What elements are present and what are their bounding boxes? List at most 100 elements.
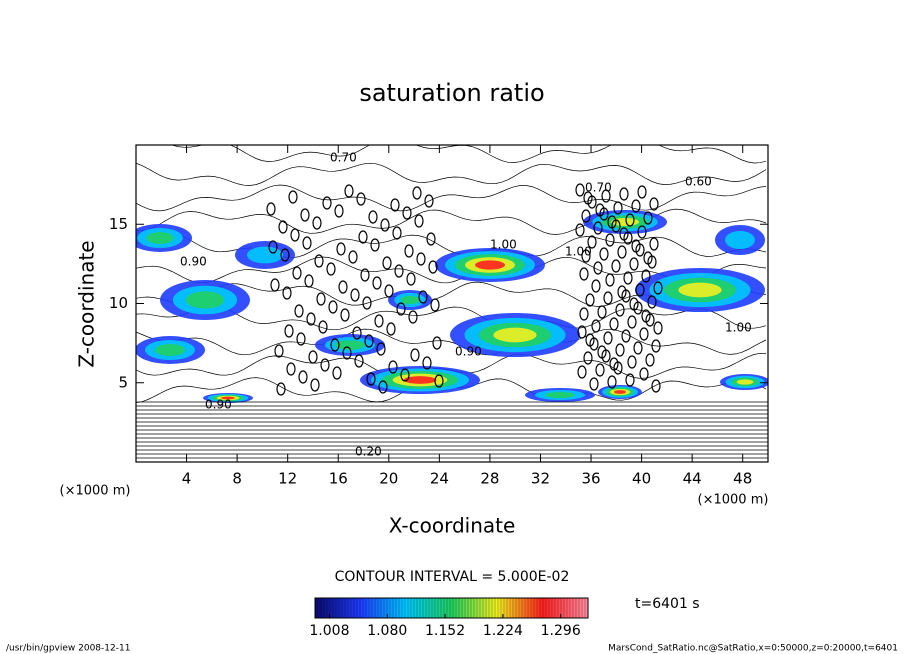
contour-cell — [577, 365, 587, 379]
contour-cell — [372, 276, 382, 290]
contour-cell — [579, 267, 589, 281]
shade — [146, 232, 174, 244]
contour-cell — [597, 345, 607, 359]
contour-cell — [605, 233, 615, 247]
shade — [611, 218, 639, 226]
contour-cell — [282, 286, 292, 300]
contour-cell — [619, 227, 629, 241]
contour-cell — [410, 348, 420, 362]
contour-cell — [587, 235, 597, 249]
contour-cell — [430, 298, 440, 312]
x-tick-label: 32 — [531, 470, 550, 488]
y-axis-label: Z-coordinate — [75, 240, 99, 367]
contour-cell — [302, 236, 312, 250]
contour-cell — [593, 221, 603, 235]
contour-cell — [597, 305, 607, 319]
contour-cell — [607, 375, 617, 389]
contour-cell — [356, 192, 366, 206]
contour-cell — [581, 249, 591, 263]
contour-cell — [402, 206, 412, 220]
colorbar-tick-label: 1.152 — [425, 623, 465, 639]
contour-cell — [406, 272, 416, 286]
contour-cell — [637, 185, 647, 199]
shade — [155, 344, 185, 356]
contour-cell — [400, 368, 410, 382]
contour-cell — [344, 184, 354, 198]
contour-cell — [288, 190, 298, 204]
contour-cell — [378, 380, 388, 394]
contour-cell — [595, 203, 605, 217]
contour-cell — [362, 296, 372, 310]
x-tick-label: 28 — [480, 470, 499, 488]
contour-cell — [336, 242, 346, 256]
contour-cell — [326, 262, 336, 276]
contour-cell — [386, 322, 396, 336]
contour-cell — [621, 329, 631, 343]
shade — [185, 291, 225, 309]
contour-cell — [388, 360, 398, 374]
x-unit: (×1000 m) — [698, 493, 769, 508]
contour-cell — [294, 304, 304, 318]
colorbar-tick-label: 1.008 — [309, 623, 349, 639]
contour-cell — [368, 210, 378, 224]
y-unit: (×1000 m) — [60, 484, 131, 499]
contour-cell — [414, 214, 424, 228]
contour-cell — [428, 260, 438, 274]
contour-cell — [601, 189, 611, 203]
shade — [221, 396, 235, 400]
contour-cell — [647, 295, 657, 309]
y-tick-label: 10 — [109, 294, 128, 312]
contour-cell — [382, 256, 392, 270]
contour-line — [136, 184, 767, 212]
contour-label: 1.00 — [490, 238, 517, 252]
contour-line — [170, 145, 767, 164]
contour-cell — [416, 252, 426, 266]
contour-cell — [374, 314, 384, 328]
contour-line — [136, 305, 767, 331]
contour-cell — [306, 312, 316, 326]
contour-cell — [342, 346, 352, 360]
shade — [614, 390, 626, 394]
contour-cell — [412, 186, 422, 200]
contour-line — [136, 162, 767, 186]
colorbar-tick-label: 1.080 — [367, 623, 407, 639]
contour-cell — [607, 215, 617, 229]
contour-cell — [579, 307, 589, 321]
contour-cell — [320, 358, 330, 372]
contour-cell — [625, 213, 635, 227]
contour-cell — [617, 285, 627, 299]
shade — [725, 231, 755, 249]
contour-cell — [434, 374, 444, 388]
contour-cell — [266, 202, 276, 216]
contour-cell — [581, 209, 591, 223]
contour-cell — [394, 264, 404, 278]
contour-cell — [354, 354, 364, 368]
contour-cell — [308, 350, 318, 364]
time-label: t=6401 s — [635, 596, 700, 612]
field: 0.70 0.70 0.60 0.90 1.00 1.00 0.90 1.00 0.90 0.20 — [136, 145, 768, 459]
contour-cell — [392, 226, 402, 240]
x-tick-label: 12 — [278, 470, 297, 488]
contour-cell — [649, 237, 659, 251]
contour-cell — [380, 218, 390, 232]
contour-cell — [370, 238, 380, 252]
contour-cell — [352, 326, 362, 340]
contour-cell — [627, 315, 637, 329]
x-tick-label: 20 — [379, 470, 398, 488]
contour-cell — [641, 309, 651, 323]
contour-cell — [332, 366, 342, 380]
contour-cell — [583, 351, 593, 365]
contour-cell — [603, 331, 613, 345]
contour-label: 0.70 — [585, 181, 612, 195]
contour-interval: CONTOUR INTERVAL = 5.000E-02 — [335, 569, 570, 585]
x-tick-label: 8 — [232, 470, 242, 488]
contour-cell — [639, 367, 649, 381]
y-tick-label: 5 — [118, 373, 128, 391]
x-tick-label: 16 — [329, 470, 348, 488]
contour-cell — [605, 273, 615, 287]
contour-cell — [330, 338, 340, 352]
contour-cell — [641, 269, 651, 283]
contour-cell — [615, 343, 625, 357]
contour-cell — [274, 344, 284, 358]
